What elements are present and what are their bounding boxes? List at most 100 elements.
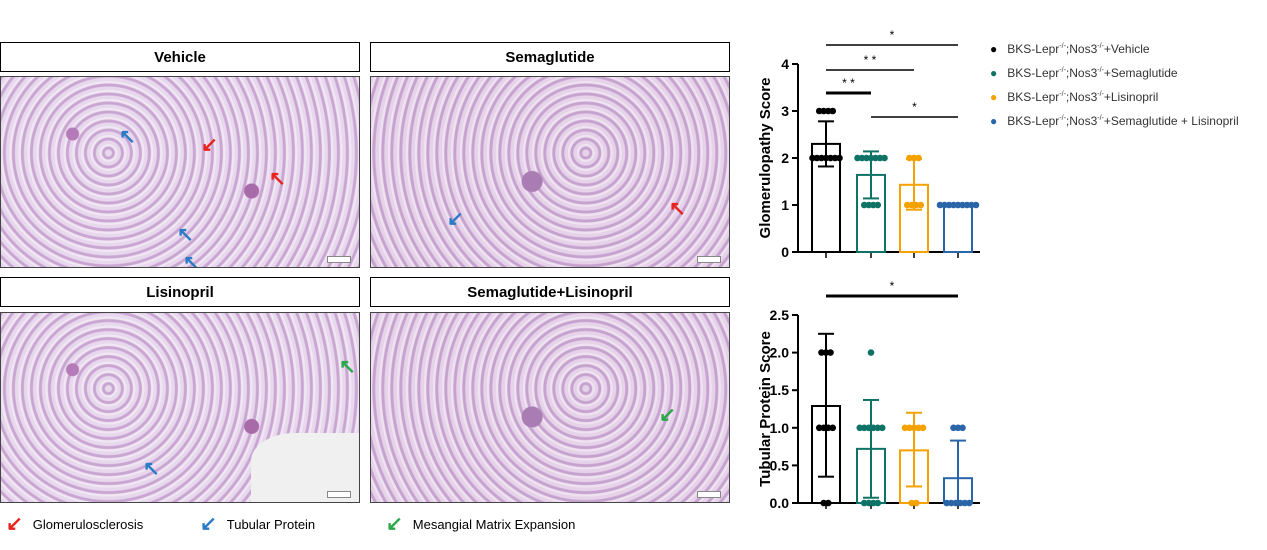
data-point (965, 499, 973, 507)
series-legend: ● BKS-Lepr-/-;Nos3-/-+Vehicle ● BKS-Lepr… (990, 42, 1239, 138)
data-point (860, 499, 868, 507)
arrow-icon-glomerulosclerosis: ↖ (269, 168, 286, 190)
data-point (824, 107, 832, 115)
series-legend-item: ● BKS-Lepr-/-;Nos3-/-+Lisinopril (990, 90, 1159, 104)
scale-bar (697, 256, 721, 263)
data-point (910, 424, 918, 432)
data-point (854, 154, 861, 162)
data-point (856, 424, 864, 432)
data-point (881, 154, 888, 162)
data-point (824, 424, 832, 432)
data-point (815, 107, 823, 115)
data-point (818, 349, 825, 356)
data-point (954, 424, 962, 432)
arrow-icon-mesangial: ↖ (339, 356, 356, 378)
legend-label: Glomerulosclerosis (32, 516, 144, 532)
arrow-icon-tubular: ↖ (183, 252, 200, 268)
data-point (950, 424, 957, 432)
data-point (827, 349, 834, 356)
bar (943, 477, 973, 504)
data-point (945, 201, 953, 209)
arrow-icon-mesangial: ↙ (659, 404, 676, 426)
data-point (959, 424, 966, 432)
panel-title-lisinopril: Lisinopril (0, 277, 360, 307)
arrow-icon-glomerulosclerosis: ↙ (201, 134, 218, 156)
data-point (956, 499, 964, 507)
y-tick-label: 2.5 (770, 307, 790, 323)
legend-label: Tubular Protein (226, 516, 316, 532)
legend-mesangial: ↙ Mesangial Matrix Expansion (386, 514, 575, 534)
series-legend-item: ● BKS-Lepr-/-;Nos3-/-+Semaglutide + Lisi… (990, 114, 1239, 128)
y-axis-label: Glomerulopathy Score (757, 78, 774, 239)
data-point (903, 201, 911, 209)
y-tick-label: 3 (781, 103, 789, 119)
data-point (822, 154, 830, 162)
data-point (906, 154, 913, 162)
data-point (836, 154, 843, 162)
legend-glomerulosclerosis: ↙ Glomerulosclerosis (6, 514, 143, 534)
y-tick-label: 2.0 (770, 345, 790, 361)
data-point (943, 499, 951, 507)
data-point (915, 424, 922, 432)
bar (856, 173, 886, 253)
data-point (947, 499, 955, 507)
data-point (822, 349, 830, 356)
data-point (917, 201, 925, 209)
data-point (972, 201, 980, 209)
arrow-icon-glomerulosclerosis: ↖ (669, 198, 686, 220)
data-point (869, 499, 877, 507)
bar (811, 142, 841, 253)
scale-bar (327, 491, 351, 498)
data-point (901, 424, 909, 432)
data-point (959, 201, 966, 209)
bar (943, 204, 973, 253)
bar (899, 183, 929, 253)
legend-label: Mesangial Matrix Expansion (412, 516, 576, 532)
data-point (831, 154, 839, 162)
data-point (874, 201, 882, 209)
panel-title-semaglutide-lisinopril: Semaglutide+Lisinopril (370, 277, 730, 307)
data-point (809, 154, 816, 162)
data-point (869, 424, 877, 432)
series-legend-item: ● BKS-Lepr-/-;Nos3-/-+Vehicle (990, 42, 1150, 56)
data-point (865, 201, 873, 209)
data-point (824, 499, 832, 507)
data-point (858, 154, 866, 162)
data-point (912, 499, 920, 507)
y-tick-label: 2 (781, 150, 789, 166)
histology-image-vehicle: ↖ ↙ ↖ ↖ ↖ (0, 76, 360, 268)
data-point (954, 201, 962, 209)
y-tick-label: 1.0 (770, 420, 790, 436)
data-point (867, 349, 875, 356)
data-point (820, 424, 828, 432)
data-point (820, 499, 828, 507)
data-point (906, 424, 913, 432)
data-point (869, 201, 877, 209)
histology-image-semaglutide-lisinopril: ↙ (370, 312, 730, 503)
data-point (860, 424, 868, 432)
data-point (818, 154, 825, 162)
data-point (952, 499, 960, 507)
series-legend-item: ● BKS-Lepr-/-;Nos3-/-+Semaglutide (990, 66, 1178, 80)
significance-label: * (890, 279, 895, 293)
y-tick-label: 1.5 (770, 382, 790, 398)
data-point (908, 201, 916, 209)
data-point (815, 424, 823, 432)
data-point (872, 154, 879, 162)
data-point (876, 154, 884, 162)
data-point (865, 499, 873, 507)
data-point (950, 201, 957, 209)
legend-tubular-protein: ↙ Tubular Protein (200, 514, 315, 534)
data-point (878, 424, 886, 432)
significance-label: * (912, 100, 917, 114)
panel-title-semaglutide: Semaglutide (370, 42, 730, 72)
data-point (867, 154, 875, 162)
arrow-icon-tubular: ↖ (143, 458, 160, 480)
bar (811, 404, 841, 505)
data-point (829, 107, 837, 115)
y-tick-label: 4 (781, 56, 789, 72)
data-point (941, 201, 948, 209)
histology-image-lisinopril: ↖ ↖ (0, 312, 360, 503)
y-tick-label: 1 (781, 197, 789, 213)
data-point (813, 154, 821, 162)
